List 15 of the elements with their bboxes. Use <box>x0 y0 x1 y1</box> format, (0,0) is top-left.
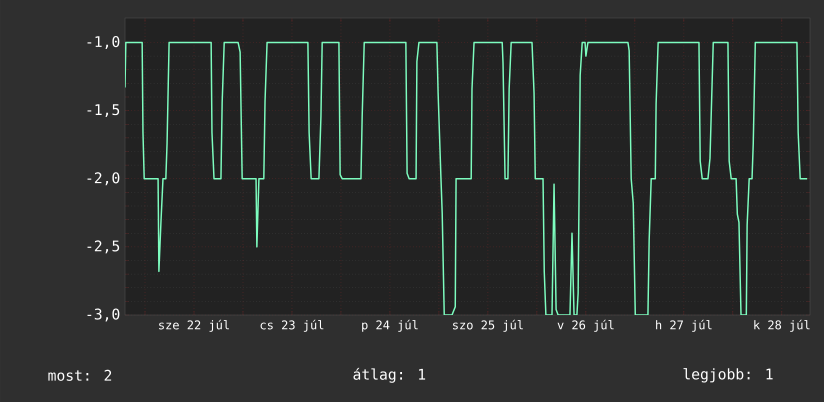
x-tick-label: h 27 júl <box>656 320 712 332</box>
x-tick-label: cs 23 júl <box>260 320 324 332</box>
x-tick-label: v 26 júl <box>558 320 614 332</box>
text: legjobb: 1 <box>684 368 773 383</box>
x-tick-label: p 24 júl <box>362 320 418 332</box>
y-tick-label: -3,0 <box>88 308 120 322</box>
y-tick-label: -2,0 <box>88 172 120 186</box>
text: átlag: 1 <box>354 368 426 383</box>
y-tick-label: -1,5 <box>88 104 120 117</box>
x-tick-label: szo 25 júl <box>453 320 523 332</box>
y-tick-label: -1,0 <box>88 36 120 49</box>
x-tick-label: sze 22 júl <box>159 320 229 332</box>
x-tick-label: k 28 júl <box>754 320 810 332</box>
text: most: 2 <box>48 370 112 381</box>
y-tick-label: -2,5 <box>88 240 120 254</box>
